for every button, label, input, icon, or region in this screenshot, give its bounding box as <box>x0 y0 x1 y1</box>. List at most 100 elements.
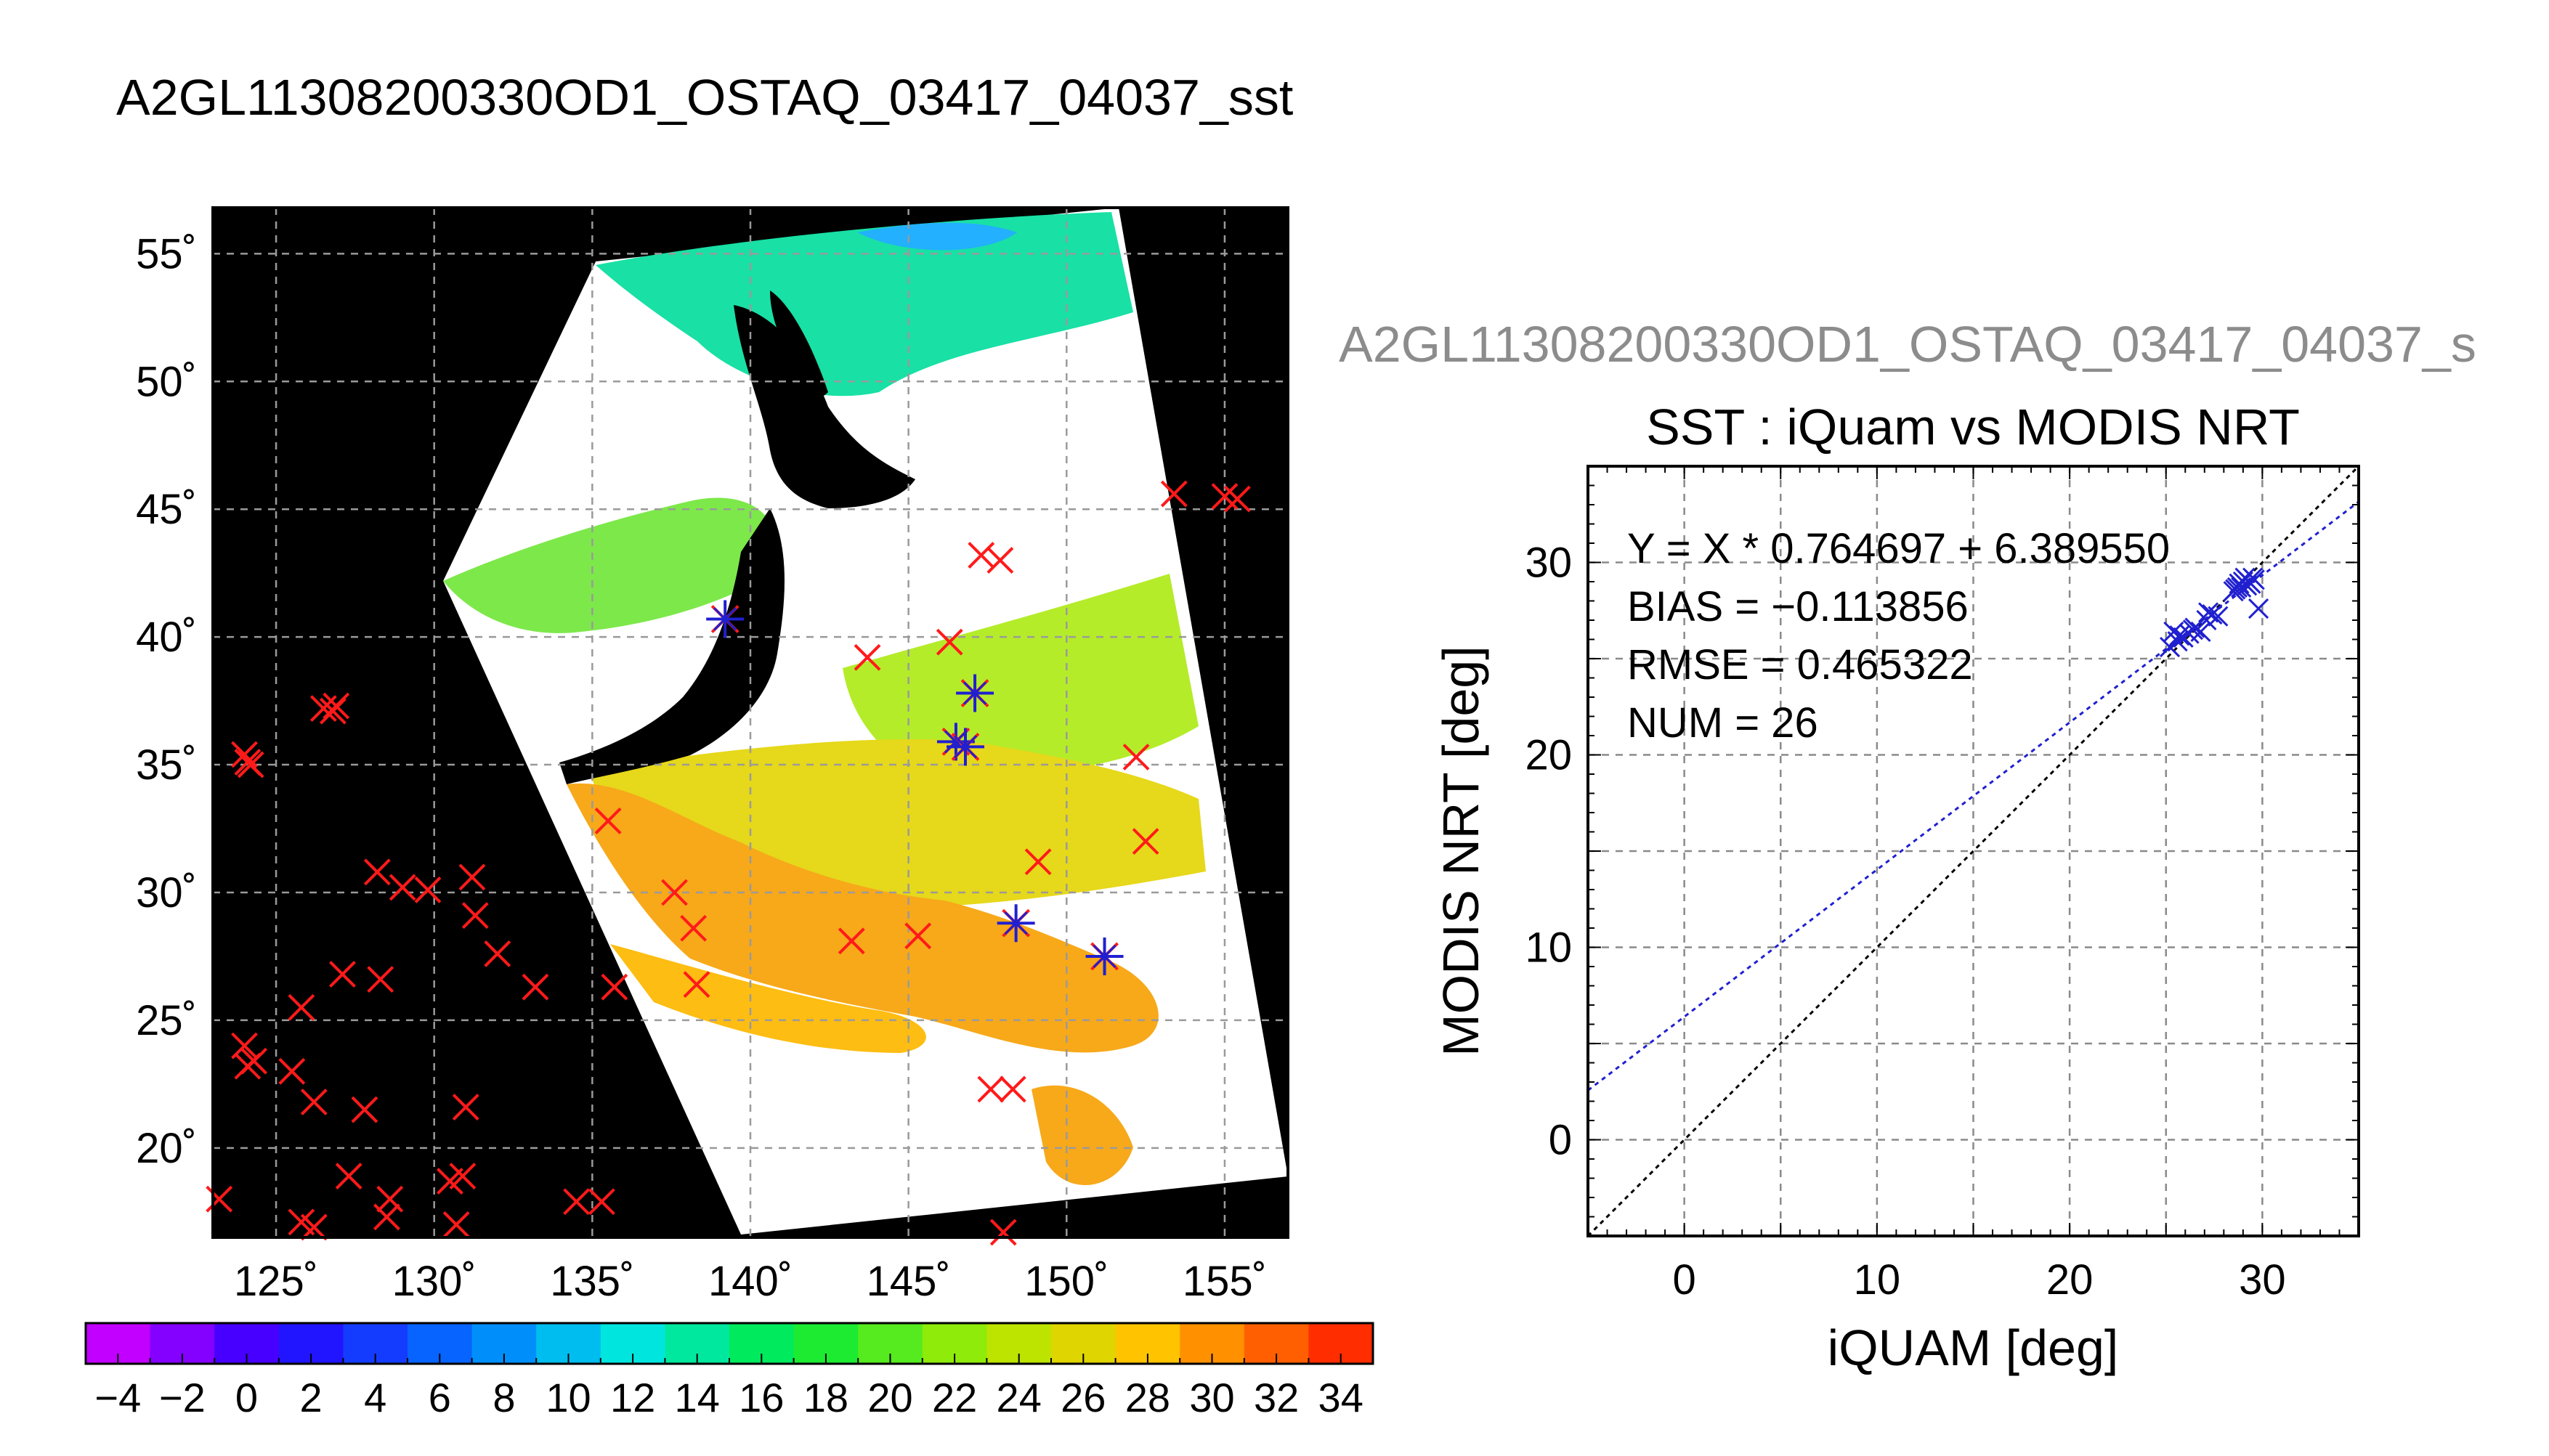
scatter-x-tick-label: 0 <box>1672 1256 1695 1304</box>
map-x-tick-label: 130˚ <box>392 1258 477 1305</box>
map-red-marker <box>300 1213 328 1241</box>
sst-patch-kuroshio <box>610 944 926 1053</box>
colorbar-tick-label: −2 <box>159 1375 206 1420</box>
sst-patch-okhotsk <box>596 212 1133 396</box>
map-red-marker <box>414 877 442 903</box>
map-red-marker <box>484 940 511 967</box>
map-red-marker <box>854 643 881 671</box>
map-red-marker <box>838 927 865 955</box>
map-red-marker <box>683 971 710 999</box>
scatter-x-tick-label: 30 <box>2239 1256 2286 1304</box>
map-red-marker <box>278 1057 306 1085</box>
map-red-marker <box>522 973 549 1001</box>
map-red-marker <box>240 1047 268 1075</box>
map-x-tick-label: 125˚ <box>234 1258 318 1305</box>
colorbar-tick-label: 0 <box>235 1375 258 1420</box>
colorbar-tick-label: 16 <box>739 1375 784 1420</box>
map-red-marker <box>373 1203 400 1231</box>
colorbar-tick-label: 18 <box>803 1375 848 1420</box>
scatter-points <box>2159 567 2269 658</box>
scatter-file-title: A2GL11308200330OD1_OSTAQ_03417_04037_s <box>1339 316 2476 373</box>
colorbar-tick-label: 26 <box>1061 1375 1106 1420</box>
map-red-marker <box>288 993 315 1021</box>
map-red-marker <box>1122 744 1150 770</box>
map-red-marker <box>904 922 932 950</box>
sst-patch-pacific-north <box>843 574 1199 776</box>
scatter-point <box>2223 581 2244 602</box>
map-red-marker <box>351 1096 378 1123</box>
map-x-tick-label: 150˚ <box>1024 1258 1109 1305</box>
map-star-markers <box>706 600 1124 975</box>
colorbar: −4 −2 0 2 4 6 8 10 12 14 16 18 20 22 24 26 28 30 32 34 <box>84 1322 1374 1420</box>
colorbar-tick-label: 6 <box>429 1375 451 1420</box>
scatter-point <box>2248 598 2269 619</box>
map-star-marker <box>947 728 984 766</box>
colorbar-tick-label: 10 <box>546 1375 591 1420</box>
map-red-marker <box>335 1163 362 1189</box>
map-grid <box>213 208 1288 1237</box>
map-star-marker <box>997 904 1035 943</box>
colorbar-tick-label: 34 <box>1318 1375 1363 1420</box>
map-red-marker <box>300 1089 328 1115</box>
land-sakhalin <box>770 290 828 398</box>
scatter-title: SST : iQuam vs MODIS NRT <box>1646 399 2300 455</box>
map-title: A2GL11308200330OD1_OSTAQ_03417_04037_sst <box>116 69 1293 126</box>
map-red-markers <box>206 480 1251 1246</box>
colorbar-tick-label: 20 <box>867 1375 912 1420</box>
stat-num: NUM = 26 <box>1627 699 1818 747</box>
scatter-panel: SST : iQuam vs MODIS NRT 00101020203030 … <box>1432 399 2360 1376</box>
colorbar-tick-label: 8 <box>493 1375 515 1420</box>
map-x-tick-label: 135˚ <box>550 1258 634 1305</box>
map-y-tick-label: 25˚ <box>136 997 197 1044</box>
scatter-x-axis-label: iQUAM [deg] <box>1828 1319 2119 1376</box>
map-y-tick-label: 45˚ <box>136 486 197 533</box>
map-red-marker <box>680 914 708 942</box>
colorbar-tick-label: 14 <box>675 1375 720 1420</box>
stat-fit-equation: Y = X * 0.764697 + 6.389550 <box>1627 525 2170 572</box>
scatter-point <box>2242 567 2264 588</box>
sst-patch-pacific-south <box>567 783 1159 1053</box>
colorbar-tick-label: 28 <box>1125 1375 1170 1420</box>
map-red-marker <box>389 874 416 901</box>
map-red-marker <box>601 973 628 1001</box>
map-red-marker <box>936 628 963 656</box>
map-y-tick-label: 30˚ <box>136 869 197 916</box>
colorbar-tick-label: 4 <box>364 1375 386 1420</box>
map-red-marker <box>461 902 489 930</box>
map-red-marker <box>1160 480 1188 508</box>
sst-patch-okhotsk-dark <box>857 222 1017 251</box>
map-red-marker <box>977 1075 1005 1103</box>
scatter-y-tick-label: 30 <box>1525 540 1572 587</box>
map-red-marker <box>363 858 391 886</box>
colorbar-tick-label: 2 <box>300 1375 323 1420</box>
scatter-y-axis-label: MODIS NRT [deg] <box>1432 646 1489 1056</box>
map-red-marker <box>367 966 394 993</box>
stat-rmse: RMSE = 0.465322 <box>1627 641 1973 688</box>
map-panel: 125˚ 130˚ 135˚ 140˚ 145˚ 150˚ 155˚ 20˚ 25˚ 30˚ 35˚… <box>136 206 1289 1305</box>
sst-patch-south-islands <box>1032 1085 1133 1186</box>
map-red-marker <box>968 542 995 569</box>
map-red-marker <box>999 1075 1026 1103</box>
scatter-point <box>2182 619 2203 640</box>
map-x-tick-label: 145˚ <box>867 1258 951 1305</box>
map-y-tick-label: 35˚ <box>136 741 197 789</box>
map-red-marker <box>986 547 1014 574</box>
sst-patch-sea-of-japan <box>443 497 777 633</box>
map-red-marker <box>1223 485 1251 513</box>
scatter-point <box>2190 621 2211 642</box>
map-y-tick-label: 40˚ <box>136 614 197 661</box>
map-red-marker <box>237 751 264 778</box>
scatter-point <box>2169 625 2190 646</box>
map-red-marker <box>458 863 486 891</box>
scatter-x-tick-label: 10 <box>1854 1256 1901 1304</box>
map-red-marker <box>1132 828 1159 855</box>
map-red-marker <box>323 692 350 720</box>
scatter-point <box>2173 627 2194 648</box>
map-star-marker <box>1085 937 1124 975</box>
scatter-point <box>2198 602 2219 623</box>
stat-bias: BIAS = −0.113856 <box>1627 583 1969 630</box>
map-y-tick-label: 55˚ <box>136 230 197 277</box>
colorbar-tick-label: 12 <box>610 1375 655 1420</box>
